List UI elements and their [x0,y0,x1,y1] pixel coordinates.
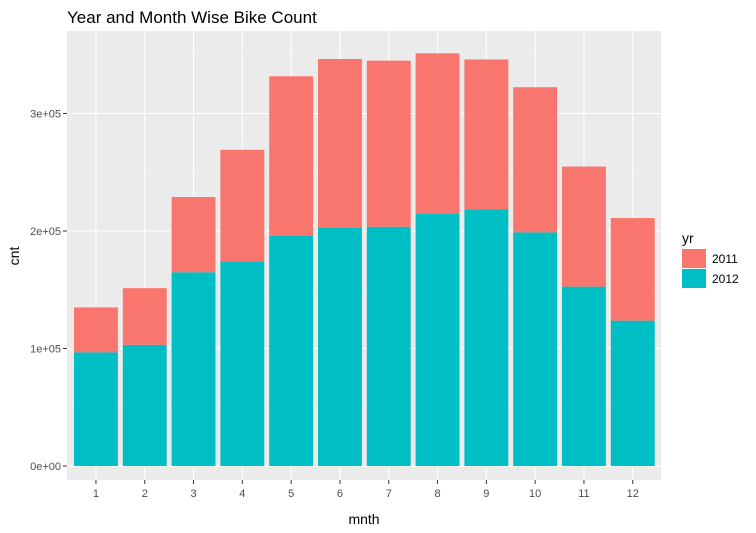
bars [74,53,655,466]
bar-2012-1 [74,352,118,466]
bar-2012-2 [122,344,167,466]
legend-label-2011: 2011 [712,252,738,266]
y-tick-label: 3e+05 [30,109,61,121]
bar-2012-9 [464,209,509,466]
x-tick-label: 5 [288,488,294,500]
bar-2011-4 [220,149,265,262]
x-tick-label: 8 [434,488,440,500]
y-tick-label: 0e+00 [30,461,61,473]
x-tick-label: 12 [627,488,639,500]
bar-2011-9 [464,59,509,210]
x-tick-label: 6 [337,488,343,500]
bar-2011-11 [562,166,606,287]
bar-2011-3 [171,197,216,273]
legend-title: yr [682,230,694,246]
bar-2012-11 [562,286,606,466]
legend-key-2011 [682,249,706,268]
bar-2011-2 [122,288,167,345]
bar-2011-12 [610,218,655,321]
x-axis-title: mnth [348,511,379,527]
bar-2011-1 [74,307,118,353]
x-tick-label: 7 [386,488,392,500]
bar-2012-8 [415,213,460,466]
y-axis: 0e+00 1e+05 2e+05 3e+05 [30,109,67,473]
bar-2011-7 [366,60,411,227]
y-tick-label: 2e+05 [30,226,61,238]
x-tick-label: 3 [190,488,196,500]
legend: yr 2011 2012 [682,230,739,288]
x-tick-label: 10 [529,488,541,500]
bar-2012-5 [269,235,314,466]
x-tick-label: 2 [142,488,148,500]
chart-title: Year and Month Wise Bike Count [67,8,317,27]
y-axis-title: cnt [6,247,22,266]
x-tick-label: 9 [483,488,489,500]
x-axis: 1 2 3 4 5 6 7 8 9 10 11 12 [93,480,639,500]
bar-2011-10 [513,87,558,233]
y-tick-label: 1e+05 [30,344,61,356]
bar-2012-7 [366,226,411,466]
legend-key-2012 [682,269,706,288]
x-tick-label: 4 [239,488,245,500]
bar-2011-8 [415,53,460,214]
bar-2011-6 [318,59,362,228]
bar-2012-12 [610,320,655,466]
bar-2012-4 [220,261,265,466]
bar-2012-6 [318,227,362,466]
legend-label-2012: 2012 [712,272,739,286]
bar-2012-10 [513,232,558,466]
x-tick-label: 1 [93,488,99,500]
bar-2012-3 [171,272,216,466]
x-tick-label: 11 [578,488,589,500]
bar-2011-5 [269,76,314,236]
